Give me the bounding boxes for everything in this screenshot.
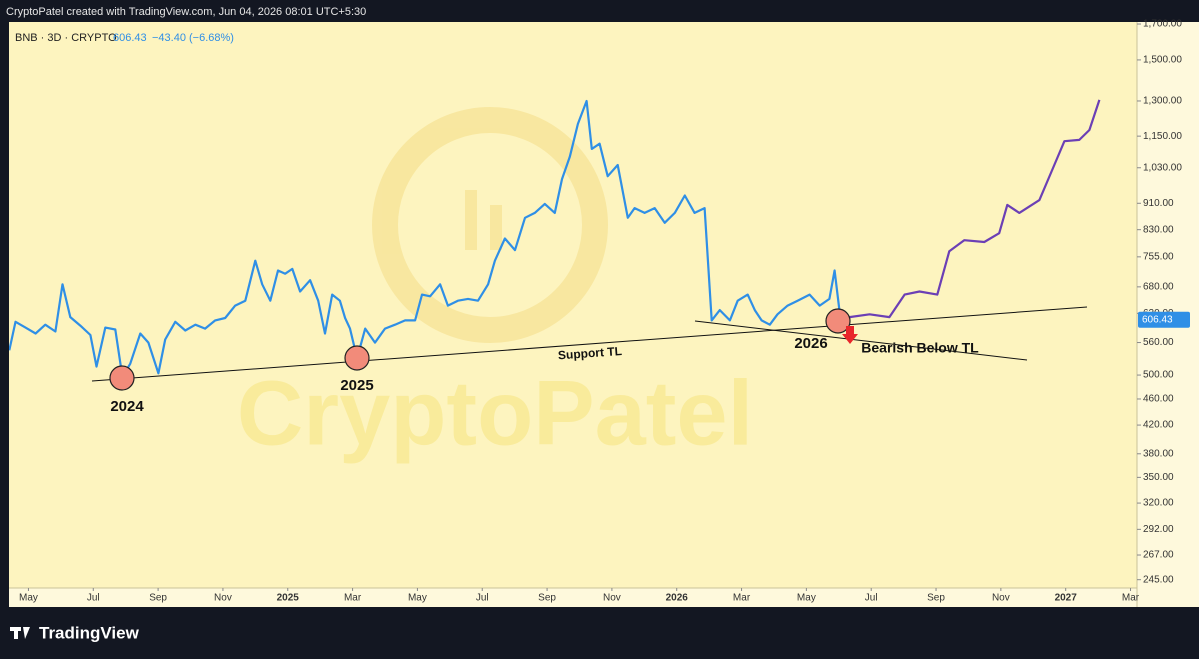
price-line — [9, 99, 849, 378]
y-tick-label: 245.00 — [1143, 574, 1174, 585]
y-tick-label: 500.00 — [1143, 370, 1174, 381]
y-tick-label: 460.00 — [1143, 394, 1174, 405]
x-tick-label: Sep — [927, 593, 945, 604]
x-tick-label: May — [797, 593, 816, 604]
last-price-label: 606.43 — [1142, 314, 1173, 325]
y-tick-label: 680.00 — [1143, 281, 1174, 292]
y-tick-label: 560.00 — [1143, 337, 1174, 348]
watermark-logo — [372, 107, 608, 343]
x-tick-label: Nov — [992, 593, 1010, 604]
x-tick-label: Jul — [87, 593, 100, 604]
markers — [109, 308, 858, 391]
annotation: 2024 — [110, 398, 144, 415]
x-tick-label: Nov — [214, 593, 232, 604]
y-tick-label: 1,030.00 — [1143, 162, 1182, 173]
credit: CryptoPatel created with TradingView.com… — [6, 6, 366, 18]
y-tick-label: 292.00 — [1143, 524, 1174, 535]
y-tick-label: 350.00 — [1143, 472, 1174, 483]
x-tick-label: May — [408, 593, 427, 604]
x-tick-label: 2026 — [666, 593, 689, 604]
annotation: Support TL — [558, 344, 623, 362]
x-tick-label: 2025 — [277, 593, 300, 604]
last-price: 606.43 — [113, 32, 147, 44]
annotation: 2026 — [794, 335, 827, 352]
plot-area — [9, 22, 1137, 588]
annotation: 2025 — [340, 377, 373, 394]
last-price-tag — [1138, 311, 1190, 328]
support-trendline — [91, 306, 1088, 382]
x-axis-panel — [9, 588, 1137, 607]
y-tick-label: 1,500.00 — [1143, 55, 1182, 66]
x-tick-label: Mar — [344, 593, 362, 604]
footer-brand: TradingView — [39, 623, 140, 642]
x-tick-label: 2027 — [1055, 593, 1078, 604]
plot — [9, 99, 1101, 382]
annotation: Bearish Below TL — [861, 340, 979, 356]
y-tick-label: 1,150.00 — [1143, 131, 1182, 142]
watermark-text: CryptoPatel — [237, 362, 753, 464]
brand-logo — [10, 627, 30, 639]
price-change: −43.40 (−6.68%) — [152, 32, 234, 44]
y-tick-label: 1,300.00 — [1143, 96, 1182, 107]
x-tick-label: Sep — [149, 593, 167, 604]
x-tick-label: Nov — [603, 593, 621, 604]
y-tick-label: 755.00 — [1143, 251, 1174, 262]
y-tick-label: 380.00 — [1143, 448, 1174, 459]
x-tick-label: Sep — [538, 593, 556, 604]
y-tick-label: 267.00 — [1143, 550, 1174, 561]
x-tick-label: May — [19, 593, 38, 604]
y-tick-label: 320.00 — [1143, 498, 1174, 509]
x-tick-label: Jul — [476, 593, 489, 604]
breakdown-trendline — [694, 320, 1028, 361]
x-tick-label: Mar — [1122, 593, 1140, 604]
y-tick-label: 1,700.00 — [1143, 19, 1182, 30]
x-tick-label: Mar — [733, 593, 751, 604]
x-tick-label: Jul — [865, 593, 878, 604]
symbol: BNB · 3D · CRYPTO — [15, 32, 117, 44]
y-tick-label: 420.00 — [1143, 420, 1174, 431]
y-tick-label: 910.00 — [1143, 198, 1174, 209]
price-line — [846, 99, 1101, 325]
y-tick-label: 830.00 — [1143, 224, 1174, 235]
